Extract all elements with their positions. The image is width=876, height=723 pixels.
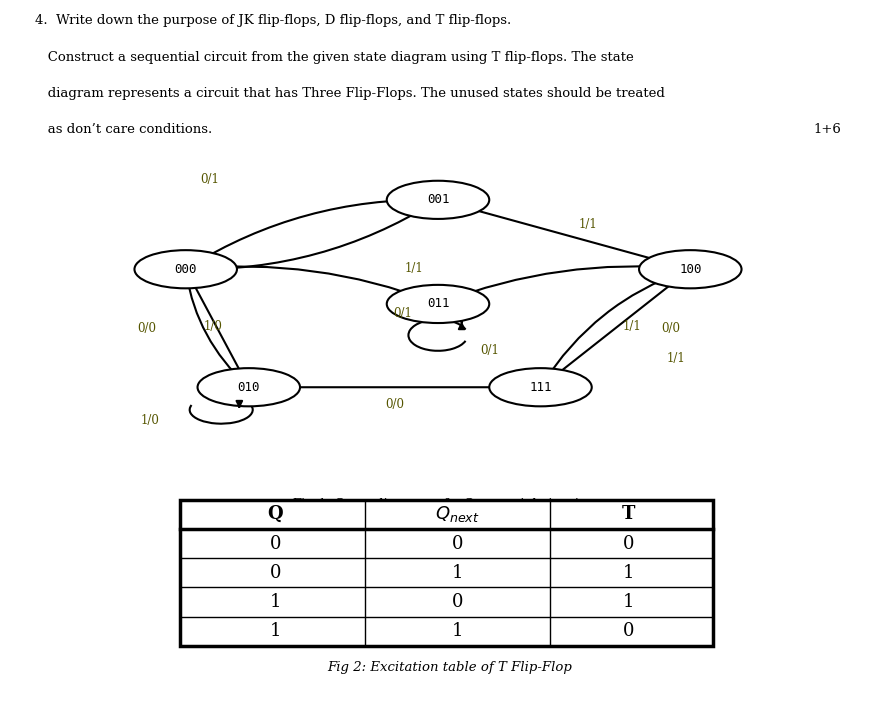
Text: 0/1: 0/1 xyxy=(393,307,412,320)
Text: 011: 011 xyxy=(427,297,449,310)
Text: diagram represents a circuit that has Three Flip-Flops. The unused states should: diagram represents a circuit that has Th… xyxy=(35,87,665,100)
Text: 1: 1 xyxy=(623,564,634,582)
Text: 0/1: 0/1 xyxy=(480,344,498,357)
Text: Q: Q xyxy=(267,505,283,523)
Text: 100: 100 xyxy=(679,262,702,275)
Text: 0/1: 0/1 xyxy=(201,174,219,187)
Text: 1+6: 1+6 xyxy=(813,123,841,136)
Ellipse shape xyxy=(135,250,237,288)
Text: 0: 0 xyxy=(452,534,463,552)
Text: 000: 000 xyxy=(174,262,197,275)
Text: 0: 0 xyxy=(623,534,634,552)
Ellipse shape xyxy=(386,285,490,323)
Text: 0/0: 0/0 xyxy=(137,322,156,335)
Text: 010: 010 xyxy=(237,381,260,394)
Text: 1/0: 1/0 xyxy=(141,414,159,427)
Text: as don’t care conditions.: as don’t care conditions. xyxy=(35,123,212,136)
Ellipse shape xyxy=(386,181,490,219)
Text: Construct a sequential circuit from the given state diagram using T flip-flops. : Construct a sequential circuit from the … xyxy=(35,51,634,64)
Text: 1/0: 1/0 xyxy=(203,320,223,333)
Text: 1/1: 1/1 xyxy=(667,352,686,365)
Text: 001: 001 xyxy=(427,193,449,206)
Ellipse shape xyxy=(639,250,741,288)
Text: 0: 0 xyxy=(270,564,281,582)
Ellipse shape xyxy=(198,368,300,406)
Text: T: T xyxy=(622,505,635,523)
Text: 1/1: 1/1 xyxy=(623,320,641,333)
Bar xyxy=(180,500,713,646)
Text: 0/0: 0/0 xyxy=(385,398,404,411)
Text: 4.  Write down the purpose of JK flip-flops, D flip-flops, and T flip-flops.: 4. Write down the purpose of JK flip-flo… xyxy=(35,14,512,27)
Text: 111: 111 xyxy=(529,381,552,394)
Ellipse shape xyxy=(490,368,592,406)
Text: 1: 1 xyxy=(623,593,634,611)
Text: Fig 2: Excitation table of T Flip-Flop: Fig 2: Excitation table of T Flip-Flop xyxy=(327,661,572,674)
Text: 0: 0 xyxy=(452,593,463,611)
Text: 0: 0 xyxy=(270,534,281,552)
Text: 0/0: 0/0 xyxy=(661,322,680,335)
Text: 1: 1 xyxy=(270,593,281,611)
Text: 1: 1 xyxy=(270,623,281,641)
Text: 1/1: 1/1 xyxy=(578,218,597,231)
Text: 1/1: 1/1 xyxy=(405,262,423,275)
Text: 0: 0 xyxy=(623,623,634,641)
Text: $Q_{next}$: $Q_{next}$ xyxy=(435,504,480,524)
Text: 1: 1 xyxy=(452,564,463,582)
Text: 1: 1 xyxy=(452,623,463,641)
Text: Fig 1: State diagram of a Sequential circuit: Fig 1: State diagram of a Sequential cir… xyxy=(292,498,584,511)
